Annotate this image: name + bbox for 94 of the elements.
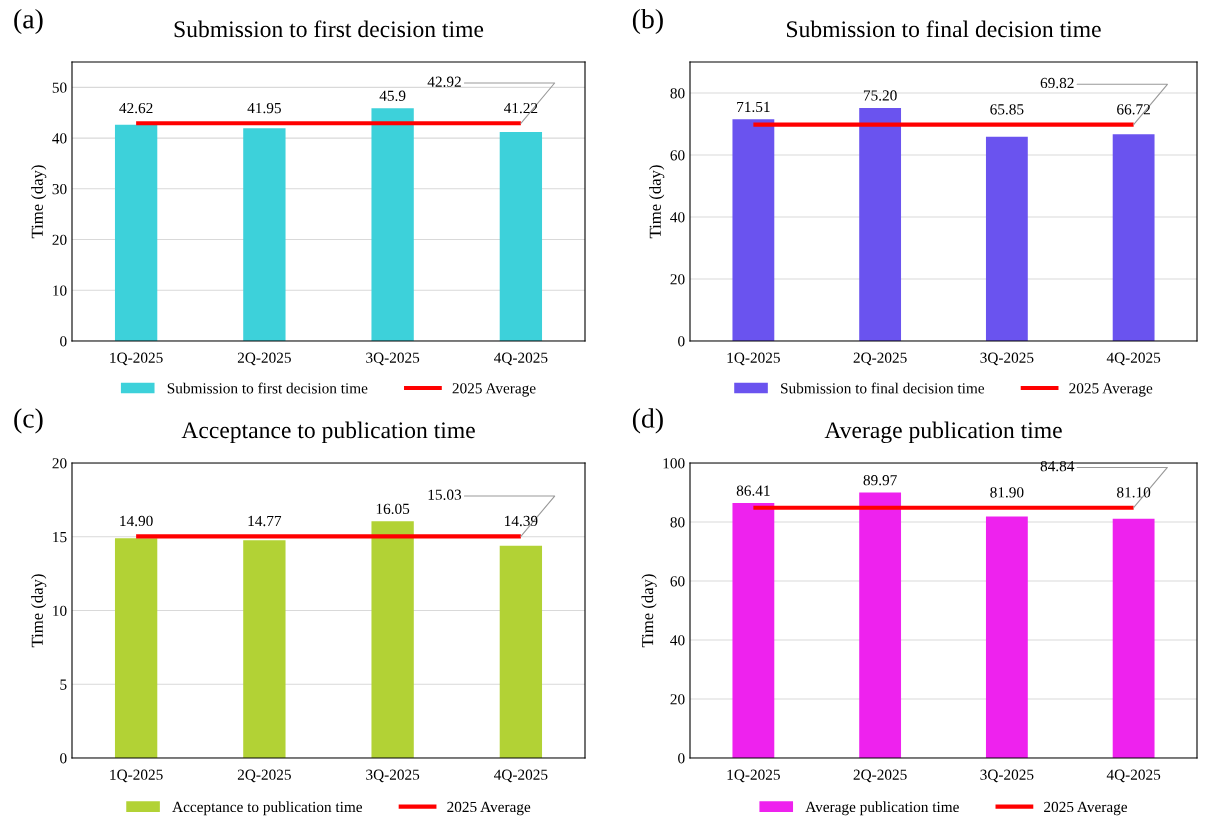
x-tick-label: 4Q-2025 (1106, 352, 1161, 366)
legend-label: Submission to final decision time (781, 382, 985, 394)
data-label: 65.85 (990, 104, 1024, 115)
data-label: 42.62 (119, 102, 153, 114)
x-tick-label: 1Q-2025 (727, 769, 780, 783)
bar (1112, 134, 1155, 341)
y-tick-label: 80 (670, 88, 685, 99)
y-tick-label: 0 (678, 753, 685, 764)
x-tick-label: 4Q-2025 (1106, 769, 1161, 783)
text: (d) (632, 408, 663, 434)
x-tick-label: 2Q-2025 (237, 769, 291, 783)
y-axis-title: Time (day) (649, 165, 665, 239)
x-tick-label: 3Q-2025 (980, 352, 1034, 366)
data-label: 14.77 (248, 515, 282, 527)
x-tick-label: 2Q-2025 (237, 352, 291, 366)
y-tick-label: 20 (670, 694, 685, 705)
bar (371, 521, 414, 758)
chart-title: Submission to final decision time (787, 20, 1101, 38)
data-label: 81.90 (990, 487, 1024, 498)
y-tick-label: 0 (678, 336, 685, 347)
legend-label: 2025 Average (452, 383, 536, 397)
legend-label: 2025 Average (447, 801, 531, 816)
bar (371, 108, 414, 341)
bar (243, 540, 286, 758)
data-label: 75.20 (863, 90, 897, 101)
bar (114, 538, 158, 758)
data-label: 16.05 (376, 503, 410, 515)
text: (c) (14, 408, 43, 434)
y-tick-label: 40 (670, 212, 685, 223)
legend-label: Submission to first decision time (167, 382, 368, 394)
bar (985, 136, 1028, 341)
y-axis-title: Time (day) (641, 574, 657, 648)
bar (114, 124, 158, 341)
chart-title: Submission to first decision time (174, 20, 484, 38)
legend-label: Average publication time (805, 801, 959, 816)
data-label: 14.90 (120, 515, 153, 527)
legend-label: 2025 Average (1044, 801, 1128, 816)
y-tick-label: 10 (53, 285, 67, 296)
x-tick-label: 4Q-2025 (494, 769, 548, 783)
y-tick-label: 15 (53, 531, 67, 543)
y-axis-title: Time (day) (31, 165, 47, 239)
x-tick-label: 1Q-2025 (110, 352, 163, 366)
y-tick-label: 10 (53, 605, 67, 616)
legend-label: 2025 Average (1069, 383, 1153, 397)
y-tick-label: 20 (670, 274, 685, 285)
data-label: 89.97 (863, 475, 897, 486)
y-axis-title: Time (day) (31, 574, 47, 648)
bar (859, 107, 902, 341)
y-tick-label: 40 (52, 133, 67, 144)
text: (b) (632, 8, 663, 35)
legend-label: Acceptance to publication time (172, 801, 363, 816)
bar (499, 131, 543, 341)
data-label: 71.51 (737, 101, 770, 113)
bar (985, 516, 1028, 758)
y-tick-label: 60 (670, 150, 685, 161)
y-tick-label: 30 (52, 183, 67, 195)
x-tick-label: 4Q-2025 (494, 352, 548, 366)
chart-title: Average publication time (824, 421, 1062, 444)
annotation: 84.84 (1040, 460, 1075, 472)
y-tick-label: 20 (52, 458, 67, 469)
y-tick-label: 0 (60, 753, 67, 764)
x-tick-label: 3Q-2025 (366, 352, 420, 366)
chart-title: Acceptance to publication time (181, 421, 475, 444)
data-label: 66.72 (1117, 104, 1150, 115)
x-tick-label: 3Q-2025 (366, 769, 420, 783)
bar (1112, 518, 1155, 758)
data-label: 81.10 (1117, 487, 1151, 498)
y-tick-label: 5 (60, 679, 67, 690)
text: (a) (14, 8, 43, 35)
x-tick-label: 3Q-2025 (980, 769, 1034, 783)
x-tick-label: 2Q-2025 (853, 769, 907, 783)
data-label: 41.22 (503, 102, 538, 114)
bar (732, 503, 775, 758)
annotation: 69.82 (1040, 77, 1074, 89)
annotation: 42.92 (427, 76, 461, 87)
y-tick-label: 50 (52, 82, 67, 93)
bar (243, 128, 286, 341)
annotation: 15.03 (428, 489, 462, 500)
data-label: 41.95 (247, 102, 281, 114)
y-tick-label: 40 (670, 635, 685, 646)
bar (859, 492, 902, 758)
y-tick-label: 60 (670, 576, 685, 587)
y-tick-label: 0 (60, 336, 67, 347)
y-tick-label: 20 (52, 234, 67, 245)
x-tick-label: 2Q-2025 (853, 352, 907, 366)
data-label: 86.41 (736, 485, 770, 496)
y-tick-label: 80 (670, 517, 685, 528)
y-tick-label: 100 (663, 458, 685, 469)
x-tick-label: 1Q-2025 (110, 769, 163, 783)
data-label: 45.9 (379, 90, 406, 101)
data-label: 14.39 (505, 515, 538, 527)
bar (732, 119, 775, 341)
x-tick-label: 1Q-2025 (727, 352, 780, 366)
bar (499, 545, 543, 758)
